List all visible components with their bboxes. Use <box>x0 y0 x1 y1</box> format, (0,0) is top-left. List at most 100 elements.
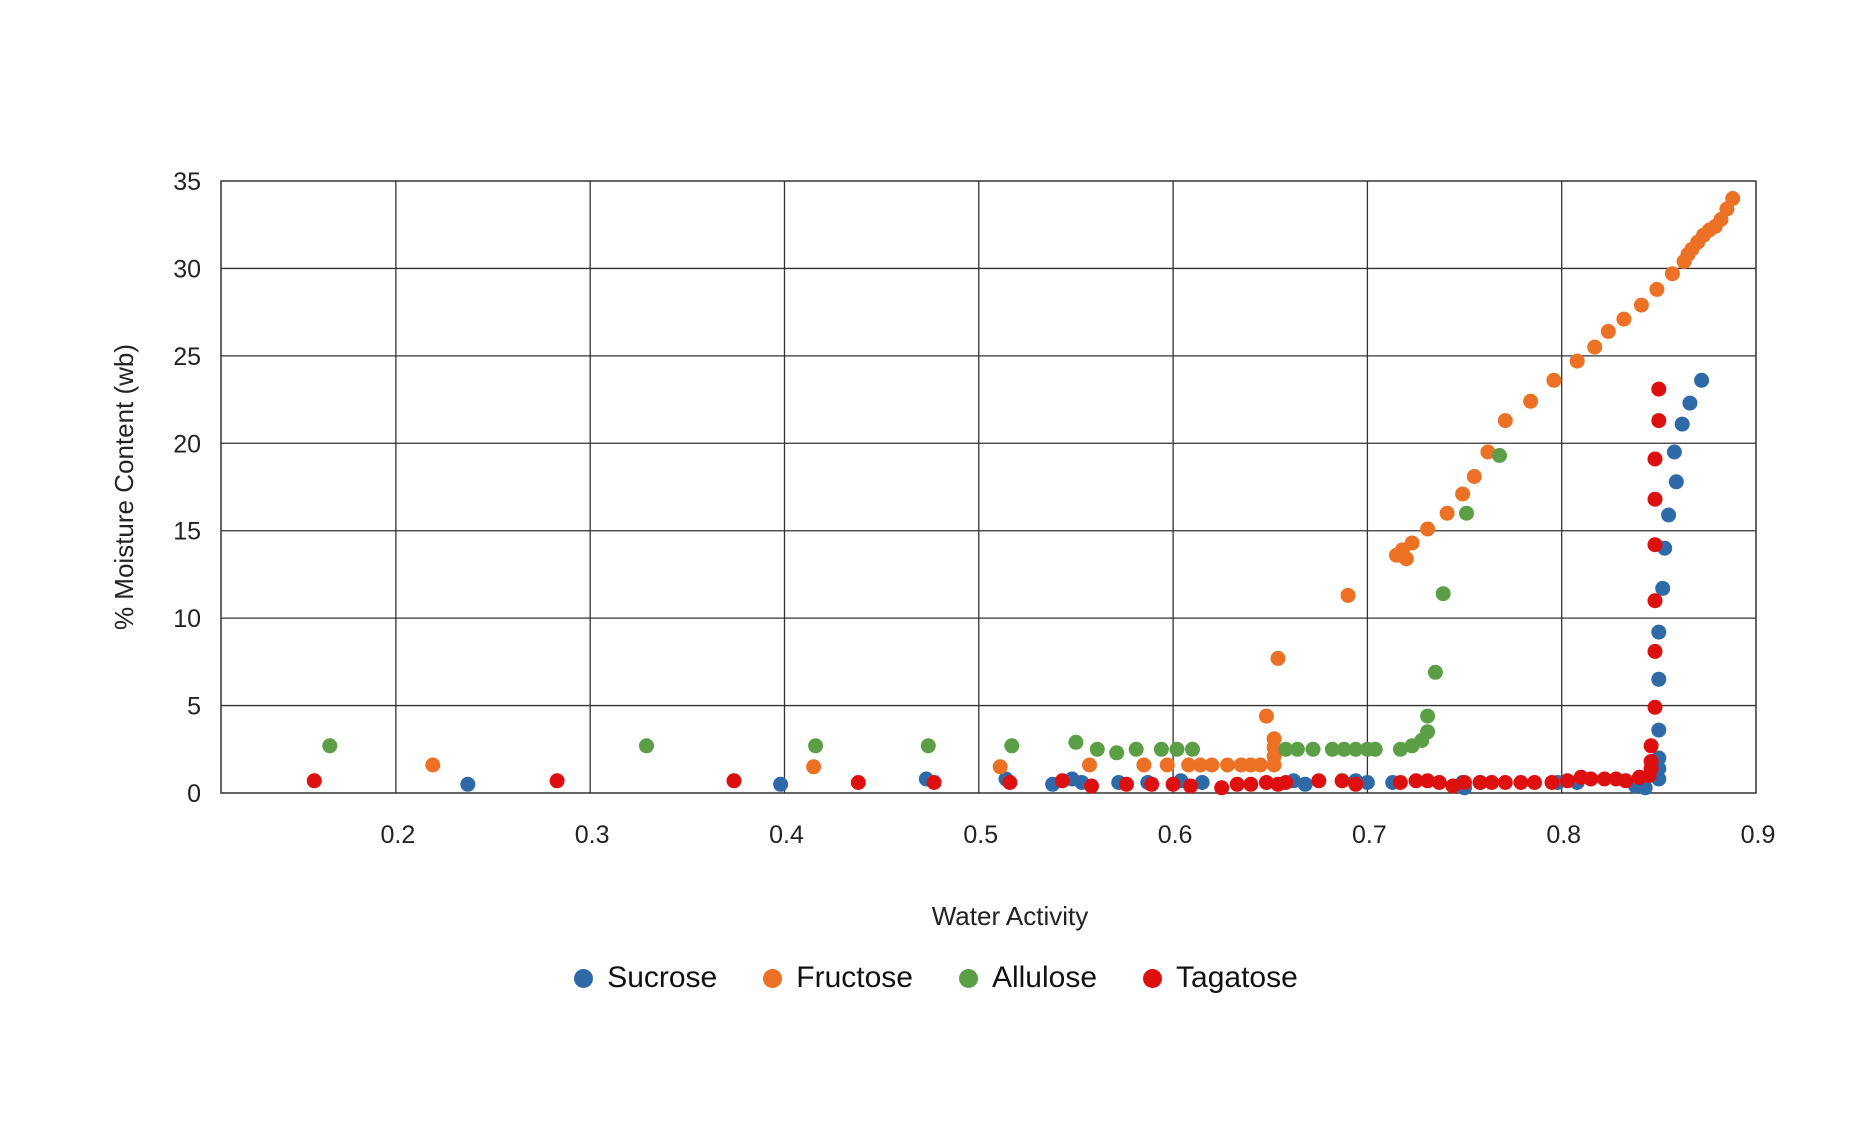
data-point-sucrose <box>1359 775 1375 790</box>
data-point-fructose <box>1455 486 1471 502</box>
data-point-tagatose <box>1484 775 1500 790</box>
y-tick-label: 25 <box>173 343 201 371</box>
data-point-tagatose <box>1457 775 1472 790</box>
data-point-allulose <box>1289 741 1305 757</box>
data-point-sucrose <box>1651 671 1667 687</box>
series-fructose <box>425 191 1741 775</box>
y-tick-label: 20 <box>173 430 201 458</box>
data-point-allulose <box>1324 741 1340 757</box>
data-point-allulose <box>1169 741 1185 757</box>
y-tick-label: 0 <box>187 780 201 808</box>
data-point-allulose <box>639 738 654 754</box>
data-point-fructose <box>1725 191 1741 206</box>
data-point-tagatose <box>1527 775 1542 790</box>
data-point-fructose <box>1466 469 1482 484</box>
data-point-allulose <box>1427 664 1443 680</box>
data-point-allulose <box>1435 586 1451 602</box>
data-point-fructose <box>1253 757 1268 773</box>
x-tick-label: 0.6 <box>1158 821 1193 849</box>
data-point-allulose <box>1336 741 1352 757</box>
data-point-sucrose <box>1651 722 1667 738</box>
plot-area <box>220 180 1757 794</box>
data-point-fructose <box>1546 372 1562 388</box>
legend-label: Sucrose <box>607 961 718 994</box>
data-point-tagatose <box>1618 773 1634 789</box>
data-point-fructose <box>1420 521 1436 537</box>
data-point-sucrose <box>1655 580 1671 596</box>
legend-item-sucrose: Sucrose <box>574 961 717 995</box>
data-point-tagatose <box>1643 754 1659 769</box>
series-tagatose <box>306 381 1667 796</box>
x-tick-label: 0.9 <box>1741 821 1776 849</box>
legend-item-fructose: Fructose <box>763 961 913 995</box>
data-point-tagatose <box>1647 537 1663 553</box>
data-point-tagatose <box>1643 738 1659 754</box>
data-point-tagatose <box>1596 771 1612 787</box>
data-point-allulose <box>1492 448 1507 463</box>
data-point-tagatose <box>1311 773 1327 789</box>
data-point-tagatose <box>850 775 866 790</box>
data-point-fructose <box>1633 297 1649 313</box>
data-point-fructose <box>425 757 441 773</box>
legend-label: Allulose <box>991 961 1098 994</box>
x-tick-label: 0.3 <box>575 821 610 849</box>
data-point-sucrose <box>1668 474 1684 490</box>
data-point-fructose <box>1220 757 1235 773</box>
data-point-tagatose <box>1420 773 1436 789</box>
data-point-tagatose <box>1544 775 1560 790</box>
x-tick-label: 0.8 <box>1546 821 1581 849</box>
x-tick-label: 0.4 <box>769 821 804 849</box>
data-point-sucrose <box>1297 776 1313 792</box>
legend-swatch <box>763 968 783 988</box>
x-tick-label: 0.5 <box>963 821 998 849</box>
data-point-fructose <box>1439 505 1455 521</box>
data-point-sucrose <box>773 776 789 792</box>
legend-label: Fructose <box>796 961 913 994</box>
data-point-fructose <box>1616 311 1632 327</box>
data-point-tagatose <box>1084 778 1099 794</box>
data-point-fructose <box>1587 339 1603 355</box>
data-point-allulose <box>1153 741 1169 757</box>
data-point-tagatose <box>1647 643 1663 659</box>
data-point-allulose <box>1392 741 1408 757</box>
data-point-sucrose <box>460 776 476 792</box>
data-point-tagatose <box>1651 413 1667 429</box>
legend-label: Tagatose <box>1176 961 1298 994</box>
x-axis-title: Water Activity <box>932 901 1089 931</box>
data-point-fructose <box>1266 731 1282 747</box>
data-point-allulose <box>1348 741 1364 757</box>
data-point-tagatose <box>1647 451 1663 467</box>
data-point-fructose <box>1480 444 1496 460</box>
data-point-fructose <box>1600 323 1616 339</box>
data-point-fructose <box>1340 587 1356 603</box>
y-tick-label: 15 <box>173 518 201 546</box>
data-point-tagatose <box>1431 775 1447 790</box>
x-tick-label: 0.2 <box>380 821 415 849</box>
data-point-tagatose <box>1165 776 1181 792</box>
data-point-tagatose <box>1472 775 1488 790</box>
data-point-tagatose <box>1560 773 1575 789</box>
data-point-tagatose <box>1278 775 1294 790</box>
data-point-allulose <box>1305 741 1321 757</box>
data-point-sucrose <box>1694 372 1710 388</box>
data-point-sucrose <box>1682 395 1698 411</box>
data-point-allulose <box>1128 741 1144 757</box>
y-tick-label: 5 <box>187 693 201 721</box>
data-point-tagatose <box>1513 775 1529 790</box>
data-point-tagatose <box>1054 773 1070 789</box>
data-point-tagatose <box>1214 780 1230 796</box>
data-point-fructose <box>1159 757 1175 773</box>
data-point-fructose <box>1569 353 1585 369</box>
data-point-sucrose <box>1674 416 1690 432</box>
data-point-tagatose <box>1243 776 1259 792</box>
legend-item-allulose: Allulose <box>958 961 1098 995</box>
data-point-tagatose <box>1229 776 1245 792</box>
data-point-tagatose <box>1119 776 1134 792</box>
data-point-allulose <box>1089 741 1105 757</box>
data-point-sucrose <box>1194 775 1210 790</box>
data-point-allulose <box>1278 741 1294 757</box>
data-point-tagatose <box>1583 771 1599 787</box>
data-point-fructose <box>1270 650 1286 666</box>
